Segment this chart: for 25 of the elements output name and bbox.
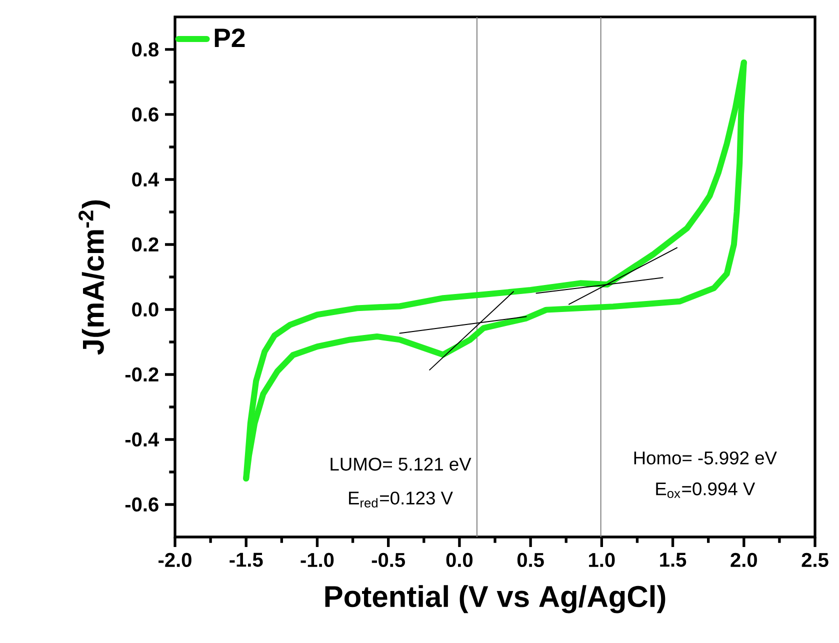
annotation: E$_{ox}$=0.994 V xyxy=(656,482,756,498)
x-tick-label: -0.5 xyxy=(372,552,406,568)
y-tick-label: 0.8 xyxy=(132,42,158,57)
x-tick-label: 1.0 xyxy=(589,552,615,568)
x-tick-label: 1.5 xyxy=(660,552,686,567)
x-tick-label: 2.0 xyxy=(730,552,757,568)
y-tick-label: 0.2 xyxy=(132,237,158,252)
x-tick-label: 0.5 xyxy=(517,552,544,568)
y-tick-label: 0.0 xyxy=(132,302,158,317)
x-axis-title: Potential (V vs Ag/AgCl) xyxy=(325,585,666,614)
annotation: Homo= -5.992 eV xyxy=(634,451,777,464)
x-tick-label: -1.0 xyxy=(300,552,334,568)
x-tick-label: -2.0 xyxy=(158,552,192,568)
x-tick-label: 0.0 xyxy=(446,552,473,568)
x-tick-label: -1.5 xyxy=(230,552,263,567)
x-tick-label: 2.5 xyxy=(802,552,828,568)
legend-label: P2 xyxy=(214,28,245,48)
y-tick-label: 0.6 xyxy=(132,107,158,122)
y-axis-title: J(mA/cm$^{-2}$) xyxy=(78,200,110,355)
y-tick-label: -0.6 xyxy=(125,497,158,512)
annotation: LUMO= 5.121 eV xyxy=(330,458,472,471)
y-tick-label: -0.4 xyxy=(125,432,159,447)
y-tick-label: -0.2 xyxy=(125,367,158,382)
y-tick-label: 0.4 xyxy=(132,172,159,187)
annotation: E$_{red}$=0.123 V xyxy=(349,492,453,508)
